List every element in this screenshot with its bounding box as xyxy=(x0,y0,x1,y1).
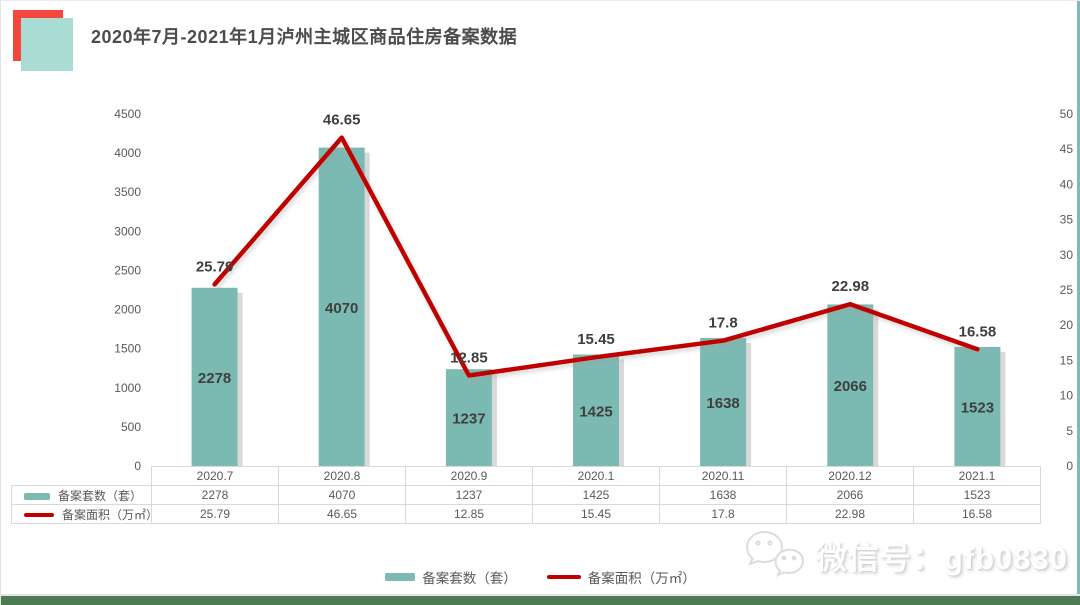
chart-legend: 备案套数（套） 备案面积（万㎡） xyxy=(1,567,1080,587)
logo-teal-square xyxy=(21,18,73,71)
table-column-header: 2020.1 xyxy=(532,466,660,486)
chart-table-wrap: 2020.7 2020.8 2020.9 2020.1 2020.11 2020.12 20… xyxy=(11,466,1041,524)
bar-series-swatch xyxy=(24,492,50,500)
table-row-label-text: 备案面积（万㎡） xyxy=(62,507,152,522)
chart-table: 2020.7 2020.8 2020.9 2020.1 2020.11 2020.12 20… xyxy=(11,466,1041,524)
table-column-header: 2020.9 xyxy=(405,466,533,486)
bar-shadow xyxy=(237,292,243,466)
table-cell: 25.79 xyxy=(151,504,279,524)
bar-value-label: 1638 xyxy=(706,395,739,412)
bar-shadow xyxy=(619,359,624,466)
watermark-text: 微信号：gfb0830 xyxy=(815,540,1068,576)
table-cell: 1523 xyxy=(913,485,1041,505)
bar-shadow xyxy=(1000,351,1006,466)
table-column-header: 2021.1 xyxy=(913,466,1041,486)
bar xyxy=(700,337,747,466)
table-row-label: 备案套数（套） xyxy=(11,485,152,505)
line-value-label: 46.65 xyxy=(323,112,361,129)
left-axis-tick: 3500 xyxy=(114,185,141,199)
bar-value-label: 2066 xyxy=(834,378,867,395)
bar-shadow xyxy=(746,342,752,466)
right-axis-tick: 5 xyxy=(1066,424,1073,438)
right-axis-tick: 20 xyxy=(1060,318,1074,332)
bar xyxy=(954,346,1001,466)
table-cell: 1425 xyxy=(532,485,660,505)
table-corner-spacer xyxy=(12,467,152,486)
table-column-header: 2020.11 xyxy=(659,466,787,486)
right-axis-tick: 0 xyxy=(1066,459,1073,473)
bar-series-swatch xyxy=(385,573,416,581)
line-value-label: 22.98 xyxy=(832,278,870,295)
left-axis-tick: 500 xyxy=(121,420,141,434)
line-value-label: 15.45 xyxy=(577,331,615,348)
line-value-label: 17.8 xyxy=(708,315,737,332)
right-axis-tick: 10 xyxy=(1060,389,1074,403)
legend-label-bar: 备案套数（套） xyxy=(422,571,517,586)
right-axis-tick: 45 xyxy=(1060,142,1074,156)
line-value-label: 12.85 xyxy=(450,350,488,367)
watermark: 微信号：gfb0830 xyxy=(744,529,1068,581)
bottom-edge-strip xyxy=(1,594,1080,605)
legend-label-line: 备案面积（万㎡） xyxy=(587,571,696,586)
left-axis-tick: 1000 xyxy=(114,381,141,395)
right-axis-tick: 15 xyxy=(1060,353,1074,367)
right-axis-tick: 50 xyxy=(1060,107,1074,121)
table-cell: 12.85 xyxy=(405,504,533,524)
wechat-icon xyxy=(745,530,804,577)
table-column-header: 2020.12 xyxy=(786,466,914,486)
table-row: 备案面积（万㎡） 25.79 46.65 12.85 15.45 17.8 22.98 16.… xyxy=(11,504,1041,524)
right-axis-tick: 40 xyxy=(1060,177,1074,191)
line-series-swatch xyxy=(24,513,54,518)
table-column-header: 2020.7 xyxy=(151,466,279,486)
bar xyxy=(318,147,365,466)
table-column-header: 2020.8 xyxy=(278,466,406,486)
chart-canvas: 0500100015002000250030003500400045000510… xyxy=(114,107,1074,473)
left-axis-tick: 2500 xyxy=(114,263,141,277)
table-cell: 17.8 xyxy=(659,504,787,524)
left-axis-tick: 2000 xyxy=(114,303,141,317)
right-axis-tick: 35 xyxy=(1060,213,1074,227)
line-series-swatch xyxy=(546,575,581,579)
table-cell: 15.45 xyxy=(532,504,660,524)
table-cell: 4070 xyxy=(278,485,406,505)
right-edge-strip xyxy=(1077,1,1080,605)
right-axis-tick: 25 xyxy=(1060,283,1074,297)
table-cell: 46.65 xyxy=(278,504,406,524)
table-row: 备案套数（套） 2278 4070 1237 1425 1638 2066 1523 xyxy=(11,485,1041,505)
line-value-label: 16.58 xyxy=(959,323,997,340)
line-series xyxy=(212,135,980,378)
table-cell: 16.58 xyxy=(913,504,1041,524)
left-axis-tick: 4000 xyxy=(114,146,141,160)
bar-value-label: 2278 xyxy=(198,370,231,387)
bar xyxy=(573,354,619,466)
bar-shadow xyxy=(491,374,497,466)
table-header-row: 2020.7 2020.8 2020.9 2020.1 2020.11 2020.12 20… xyxy=(12,466,1041,486)
line-value-label: 25.79 xyxy=(196,258,234,275)
page-title: 2020年7月-2021年1月泸州主城区商品住房备案数据 xyxy=(91,27,518,47)
table-cell: 22.98 xyxy=(786,504,914,524)
table-cell: 2278 xyxy=(151,485,279,505)
legend-item-line: 备案面积（万㎡） xyxy=(546,567,696,587)
bar-value-label: 1523 xyxy=(961,399,994,416)
left-axis-tick: 4500 xyxy=(114,107,141,121)
table-row-label-text: 备案套数（套） xyxy=(58,488,143,503)
right-axis-tick: 30 xyxy=(1060,248,1074,262)
bar-shadow xyxy=(364,152,370,466)
bar xyxy=(445,369,492,466)
table-cell: 2066 xyxy=(786,485,914,505)
bar-value-label: 1237 xyxy=(452,411,485,428)
bar-value-label: 1425 xyxy=(579,403,612,420)
table-cell: 1237 xyxy=(405,485,533,505)
left-axis-tick: 1500 xyxy=(114,342,141,356)
left-axis-tick: 3000 xyxy=(114,224,141,238)
table-cell: 1638 xyxy=(659,485,787,505)
bar xyxy=(827,304,874,466)
bar-value-label: 4070 xyxy=(325,300,358,317)
bar xyxy=(191,287,238,466)
legend-item-bar: 备案套数（套） xyxy=(385,567,517,587)
bar-shadow xyxy=(873,309,879,466)
table-row-label: 备案面积（万㎡） xyxy=(11,504,152,524)
